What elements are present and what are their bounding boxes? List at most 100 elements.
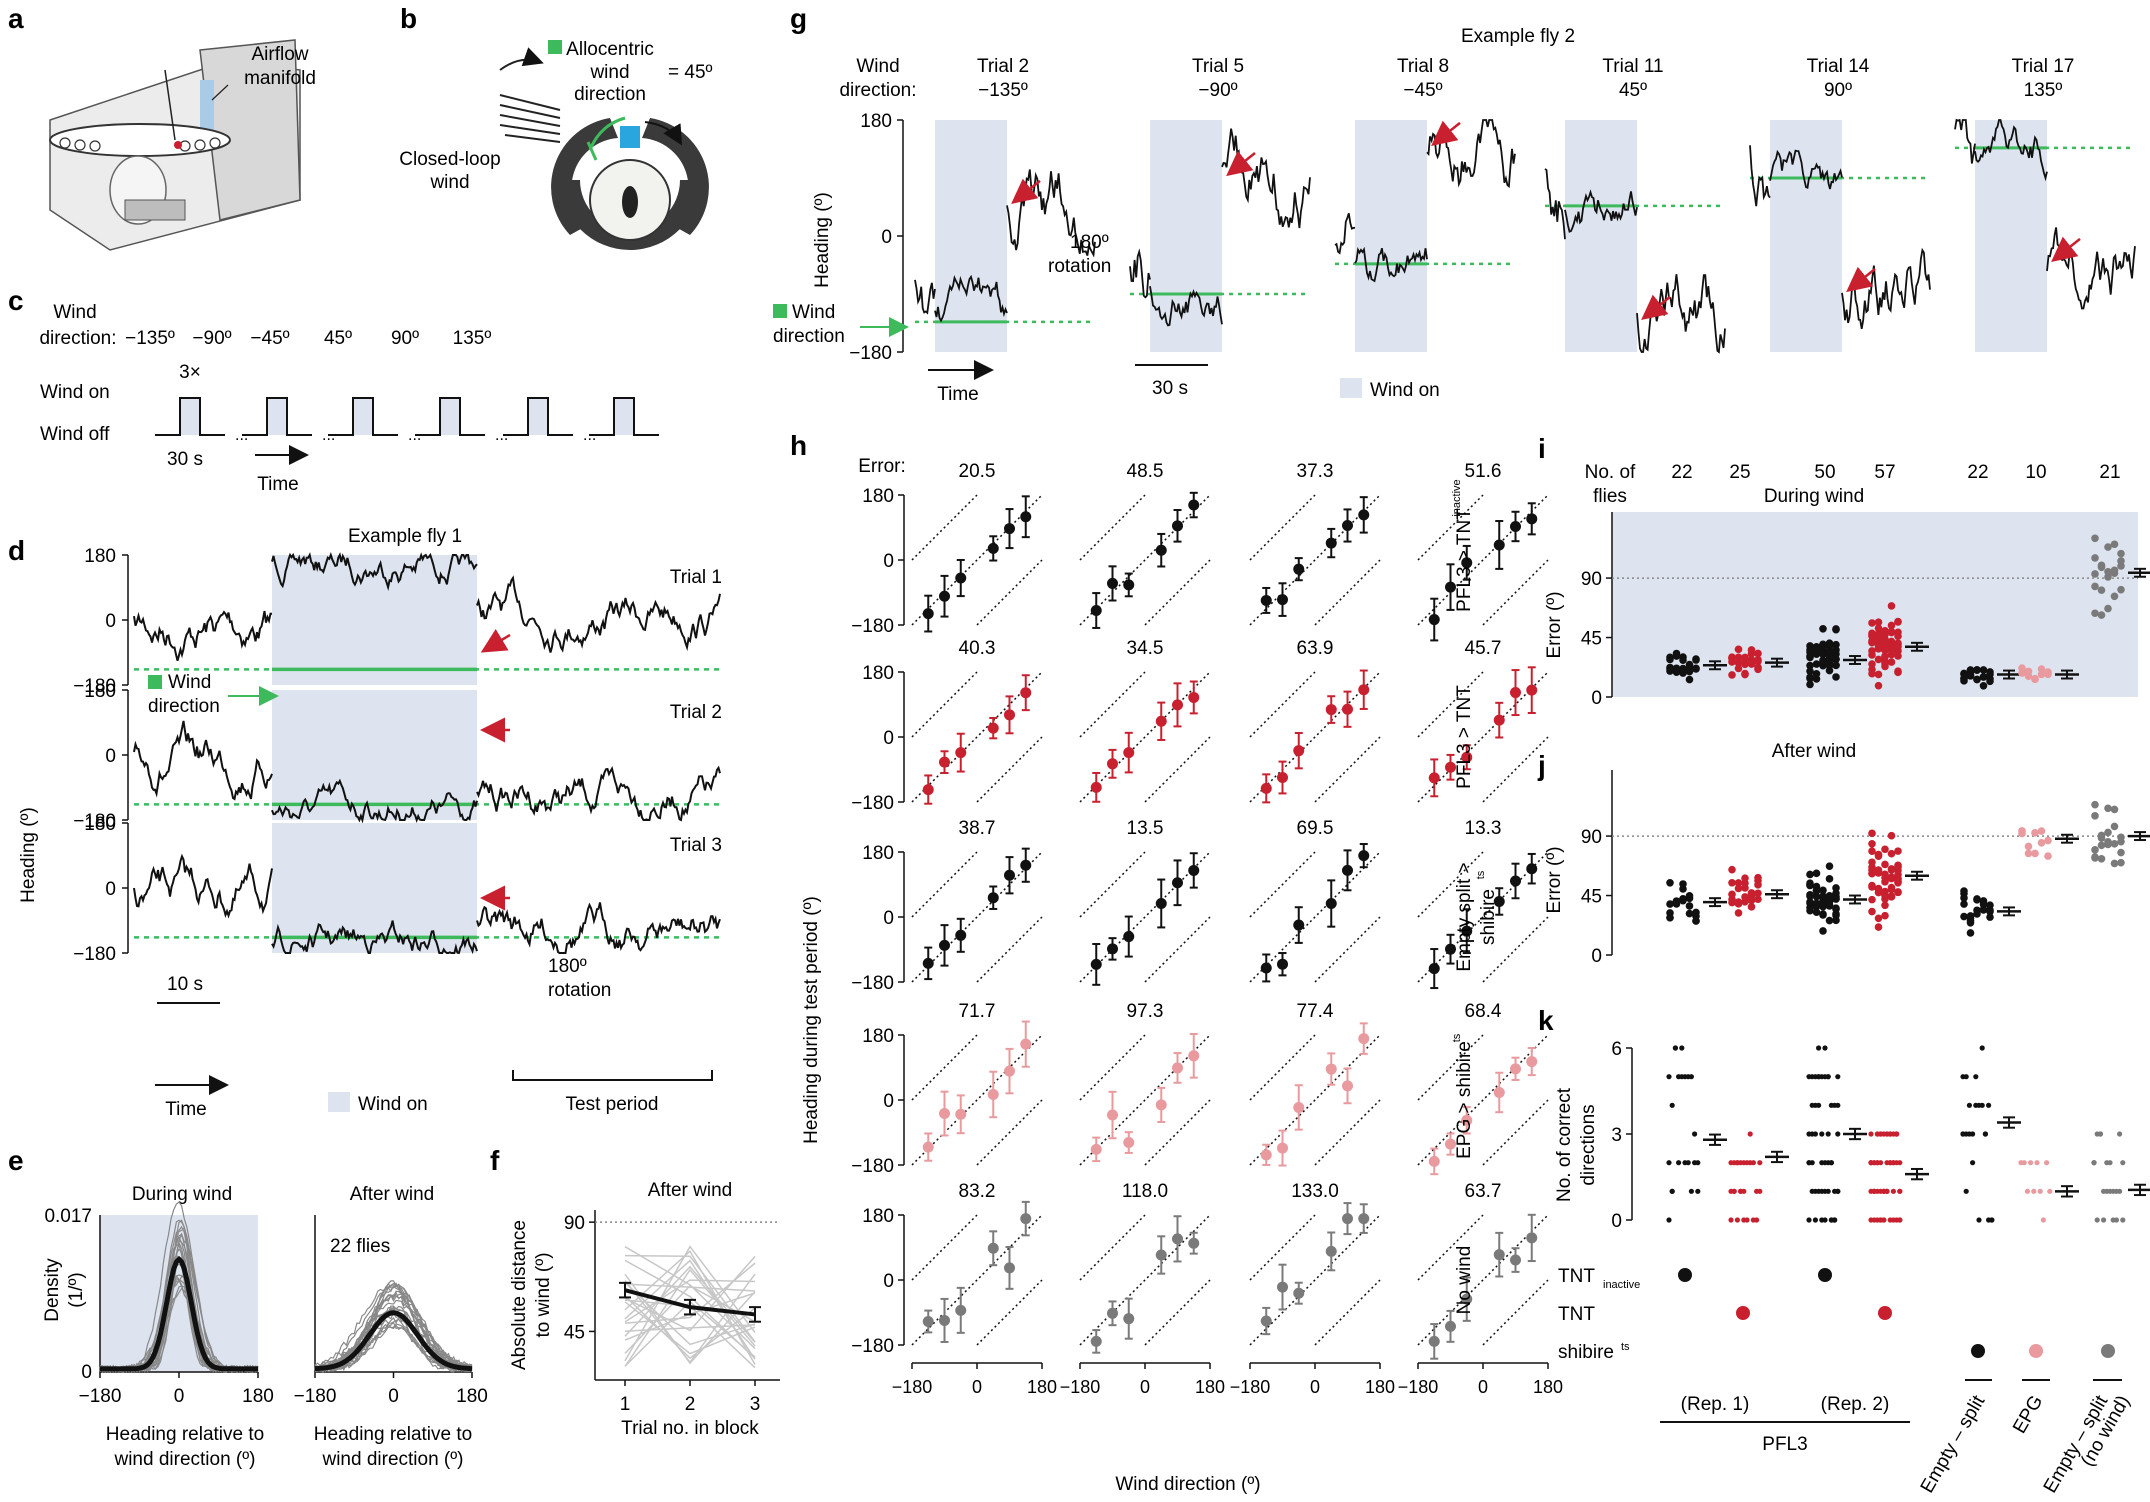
i-g4-pt-12 xyxy=(1973,675,1981,684)
e-after-xticklabel-1: 0 xyxy=(388,1386,399,1407)
j-g3-pt-50 xyxy=(1868,869,1876,878)
i-g0-pt-19 xyxy=(1692,665,1700,673)
d-ylabel: Heading (º) xyxy=(18,807,39,903)
h-dot-0-0-5 xyxy=(1020,511,1032,523)
i-g1-pt-23 xyxy=(1747,646,1756,654)
i-g0-pt-20 xyxy=(1666,665,1674,673)
h-diag-b-1-1 xyxy=(1079,671,1211,803)
h-row-label2-2: shibire xyxy=(1478,889,1499,945)
d-trace-a-2 xyxy=(133,853,273,919)
h-diag-c-4-2 xyxy=(1314,1279,1381,1346)
h-error-label: Error: xyxy=(858,456,906,477)
i-g2-pt-42 xyxy=(1819,650,1827,659)
i-g3-pt-41 xyxy=(1874,670,1883,679)
panel-h: h Error: Heading during test period (º) … xyxy=(790,430,1563,1495)
c-direction-1: −90º xyxy=(192,328,231,349)
k-g0-pt-12 xyxy=(1672,1045,1678,1051)
g-trace-b-4 xyxy=(1769,149,1843,190)
h-diag-c-2-2 xyxy=(1314,916,1381,983)
h-dot-4-0-0 xyxy=(922,1315,934,1327)
i-g3-pt-16 xyxy=(1874,645,1883,653)
h-dot-0-0-3 xyxy=(987,542,999,554)
j-g5-pt-5 xyxy=(2018,827,2026,835)
k-g4-pt-5 xyxy=(1976,1217,1982,1223)
h-diag-c-1-0 xyxy=(976,736,1043,803)
i-count-1: 25 xyxy=(1729,462,1750,483)
k-g6-pt-18 xyxy=(2117,1131,2123,1137)
j-g1-pt-22 xyxy=(1741,893,1749,901)
k-g2-pt-46 xyxy=(1825,1188,1831,1194)
j-g6-pt-20 xyxy=(2091,853,2099,861)
allocentric-tick-icon xyxy=(586,141,598,161)
g-windon-5 xyxy=(1975,120,2047,352)
j-g1-pt-0 xyxy=(1728,865,1736,874)
h-dot-1-3-5 xyxy=(1526,684,1538,696)
h-xticklabel-2-1: 0 xyxy=(1310,1377,1320,1397)
k-g3-pt-9 xyxy=(1897,1160,1903,1166)
e-xlabel1-right: Heading relative to xyxy=(314,1424,472,1445)
h-dot-2-3-5 xyxy=(1526,863,1538,875)
i-g6-pt-14 xyxy=(2117,557,2125,565)
j-yticklabel-0: 90 xyxy=(1581,827,1602,848)
i-g3-pt-5 xyxy=(1868,619,1876,627)
h-yticklabel-4-0: 180 xyxy=(862,1206,894,1227)
g-trace-c-2 xyxy=(1426,119,1516,189)
i-g3-pt-24 xyxy=(1894,640,1902,648)
h-diag-b-4-0 xyxy=(911,1214,1043,1346)
h-dot-2-1-1 xyxy=(1107,943,1118,955)
manifold-leader-line xyxy=(211,84,229,101)
c-direction-4: 90º xyxy=(391,328,419,349)
h-dot-2-0-3 xyxy=(987,892,999,904)
g-trace-c-5 xyxy=(2046,227,2136,310)
j-g0-pt-7 xyxy=(1679,896,1687,905)
k-g5-pt-4 xyxy=(2031,1188,2037,1194)
k-shibire-sub: ts xyxy=(1621,1341,1630,1353)
h-error-2-0: 38.7 xyxy=(959,818,996,839)
j-g1-pt-3 xyxy=(1747,903,1756,911)
h-dot-1-2-4 xyxy=(1342,703,1353,715)
k-g2-pt-45 xyxy=(1822,1045,1828,1051)
h-xticklabel-0-1: 0 xyxy=(972,1377,982,1397)
h-diag-a-2-3 xyxy=(1417,851,1484,918)
j-g2-pt-38 xyxy=(1825,875,1834,883)
i-g3-pt-44 xyxy=(1894,652,1902,660)
h-dot-3-3-1 xyxy=(1445,1138,1456,1150)
h-dot-4-0-1 xyxy=(939,1314,950,1326)
i-g3-pt-42 xyxy=(1881,646,1889,655)
i-g5-pt-8 xyxy=(2037,665,2046,673)
j-g2-pt-2 xyxy=(1819,927,1827,935)
k-g6-pt-17 xyxy=(2113,1188,2119,1194)
i-g1-pt-5 xyxy=(1728,671,1736,679)
d-yticklabel-1-2: −180 xyxy=(73,811,116,832)
k-g1-pt-24 xyxy=(1741,1217,1747,1223)
f-fly-8 xyxy=(624,1281,756,1346)
c-pulse-fill-1 xyxy=(267,398,287,435)
g-direction-label: direction: xyxy=(839,80,916,101)
i-g0-pt-8 xyxy=(1685,675,1694,684)
h-diag-c-3-0 xyxy=(976,1099,1043,1166)
j-g3-pt-13 xyxy=(1887,849,1896,858)
i-count-4: 22 xyxy=(1967,462,1988,483)
j-g0-pt-15 xyxy=(1666,900,1674,908)
d-wind-dir-label: Wind xyxy=(168,672,211,693)
h-dot-2-0-1 xyxy=(939,939,950,951)
g-trace-b-5 xyxy=(1974,119,2048,182)
k-g2-pt-2 xyxy=(1812,1217,1818,1223)
j-g0-pt-18 xyxy=(1685,902,1694,910)
g-trace-a-4 xyxy=(1749,145,1771,207)
h-dot-3-3-5 xyxy=(1526,1056,1538,1068)
e-xlabel1-left: Heading relative to xyxy=(106,1424,264,1445)
i-g2-pt-37 xyxy=(1819,625,1827,633)
i-g3-pt-20 xyxy=(1868,647,1876,655)
h-dot-4-2-3 xyxy=(1325,1245,1337,1257)
j-g3-pt-21 xyxy=(1874,850,1883,859)
j-g2-pt-40 xyxy=(1806,898,1814,906)
h-dot-3-2-5 xyxy=(1358,1033,1370,1045)
k-dot-tnt-rep1 xyxy=(1736,1306,1750,1320)
k-dot-shibire-nowind xyxy=(2101,1344,2115,1358)
e-xlabel2-right: wind direction (º) xyxy=(321,1449,463,1470)
j-g4-pt-21 xyxy=(1966,919,1975,927)
h-error-2-1: 13.5 xyxy=(1127,818,1164,839)
h-dot-1-2-1 xyxy=(1277,772,1288,784)
c-ellipsis-3: ... xyxy=(495,427,508,444)
